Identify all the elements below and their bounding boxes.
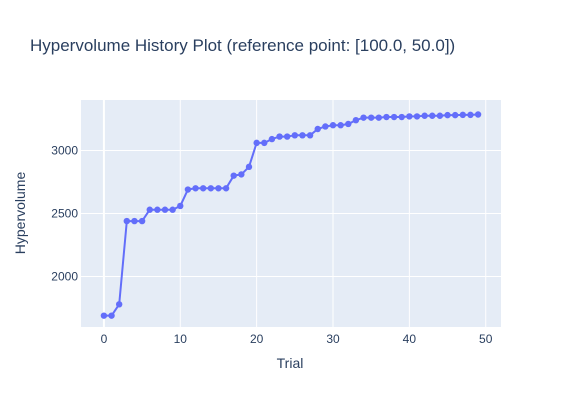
- data-point[interactable]: [177, 202, 184, 210]
- x-tick-label: 50: [479, 332, 493, 346]
- data-point[interactable]: [451, 111, 459, 119]
- data-point[interactable]: [115, 301, 123, 308]
- data-point[interactable]: [337, 122, 344, 129]
- x-tick-label: 0: [101, 332, 108, 346]
- data-point[interactable]: [253, 139, 260, 147]
- data-point[interactable]: [383, 113, 390, 121]
- chart-title: Hypervolume History Plot (reference poin…: [30, 36, 455, 55]
- x-tick-label: 10: [174, 332, 188, 346]
- data-point[interactable]: [222, 185, 230, 192]
- grid-lines: [81, 100, 501, 327]
- data-point[interactable]: [444, 111, 451, 119]
- data-point[interactable]: [345, 120, 352, 128]
- data-point[interactable]: [314, 125, 321, 133]
- data-point[interactable]: [146, 206, 153, 213]
- data-point[interactable]: [154, 206, 161, 213]
- data-point[interactable]: [367, 114, 375, 121]
- data-point[interactable]: [467, 111, 474, 119]
- data-point[interactable]: [375, 114, 383, 121]
- y-tick-label: 2000: [51, 270, 78, 284]
- data-point[interactable]: [474, 111, 482, 118]
- data-point[interactable]: [245, 163, 253, 171]
- x-axis-title: Trial: [277, 355, 304, 371]
- data-point[interactable]: [421, 112, 428, 119]
- data-point[interactable]: [406, 113, 413, 120]
- data-point[interactable]: [199, 185, 207, 192]
- data-point[interactable]: [306, 132, 314, 139]
- data-point[interactable]: [108, 312, 115, 319]
- data-point[interactable]: [261, 139, 268, 147]
- data-point[interactable]: [131, 217, 138, 225]
- x-axis-ticks: 0 10 20 30 40 50: [101, 332, 493, 346]
- x-tick-label: 30: [326, 332, 340, 346]
- y-axis-title: Hypervolume: [12, 172, 28, 255]
- y-axis-ticks: 2000 2500 3000: [51, 143, 78, 283]
- data-point[interactable]: [192, 185, 199, 192]
- data-point[interactable]: [413, 113, 421, 120]
- data-point[interactable]: [215, 185, 222, 192]
- data-point[interactable]: [169, 206, 176, 213]
- data-point[interactable]: [390, 113, 398, 121]
- data-point[interactable]: [429, 112, 436, 119]
- data-point[interactable]: [283, 133, 291, 140]
- x-tick-label: 40: [403, 332, 417, 346]
- data-point[interactable]: [238, 171, 245, 178]
- data-point[interactable]: [398, 113, 405, 121]
- data-point[interactable]: [100, 312, 108, 319]
- data-point[interactable]: [268, 135, 276, 143]
- data-point[interactable]: [207, 185, 215, 192]
- data-point[interactable]: [291, 132, 299, 139]
- data-point[interactable]: [322, 123, 329, 130]
- data-point[interactable]: [436, 112, 444, 119]
- data-point[interactable]: [276, 133, 283, 140]
- data-point[interactable]: [360, 114, 367, 121]
- data-point[interactable]: [138, 217, 146, 225]
- data-point[interactable]: [161, 206, 169, 213]
- data-point[interactable]: [329, 122, 337, 129]
- series-layer: [100, 111, 482, 319]
- data-point[interactable]: [459, 111, 467, 119]
- data-point[interactable]: [299, 132, 306, 139]
- y-tick-label: 2500: [51, 207, 78, 221]
- x-tick-label: 20: [250, 332, 264, 346]
- y-tick-label: 3000: [51, 143, 78, 157]
- data-point[interactable]: [184, 186, 192, 193]
- data-point[interactable]: [230, 172, 237, 179]
- data-point[interactable]: [123, 217, 131, 225]
- data-point[interactable]: [352, 116, 360, 124]
